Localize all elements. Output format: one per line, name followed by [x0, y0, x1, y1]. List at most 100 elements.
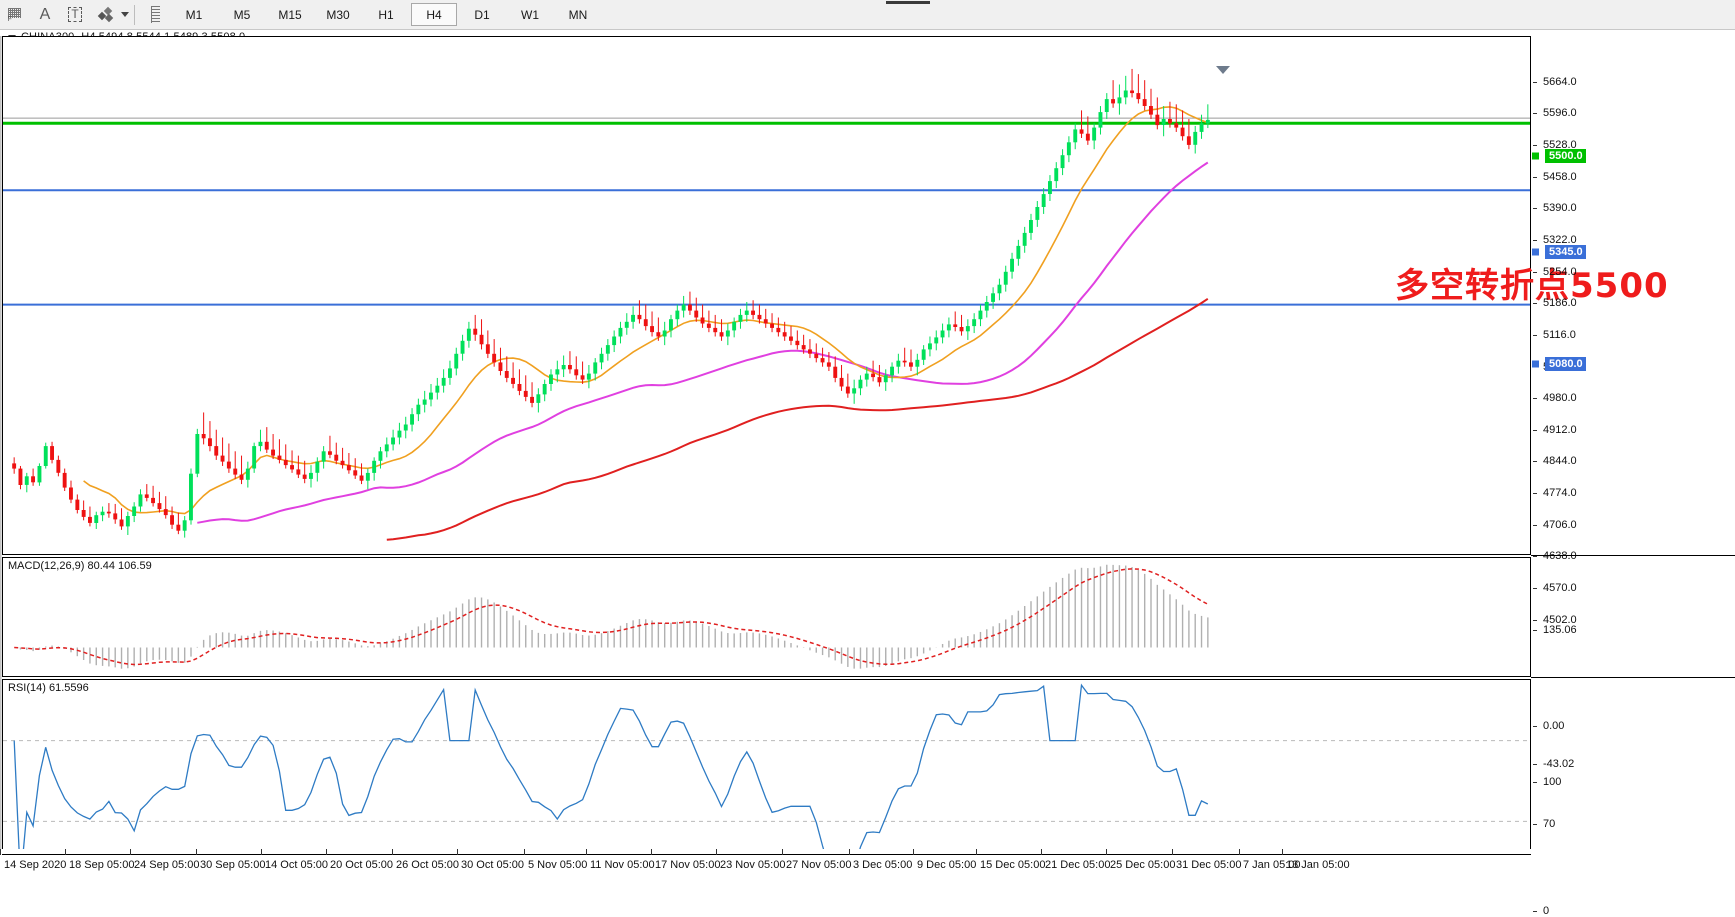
candle-body[interactable]	[618, 327, 623, 337]
candle-body[interactable]	[631, 314, 635, 322]
candle-body[interactable]	[441, 377, 446, 386]
candle-body[interactable]	[1060, 155, 1065, 169]
candle-body[interactable]	[119, 519, 124, 527]
candle-body[interactable]	[1174, 123, 1179, 128]
candle-body[interactable]	[1079, 129, 1084, 134]
candle-body[interactable]	[984, 302, 989, 311]
candle-body[interactable]	[688, 304, 692, 311]
candle-body[interactable]	[738, 314, 743, 322]
candle-body[interactable]	[435, 385, 440, 393]
candle-body[interactable]	[37, 466, 42, 483]
candle-body[interactable]	[328, 451, 332, 455]
candle-body[interactable]	[896, 360, 901, 367]
candle-body[interactable]	[902, 360, 907, 363]
candle-body[interactable]	[694, 310, 699, 318]
timeframe-mn[interactable]: MN	[568, 7, 588, 22]
candle-body[interactable]	[1205, 119, 1210, 124]
candle-body[interactable]	[429, 392, 433, 400]
candle-body[interactable]	[700, 317, 705, 324]
candle-body[interactable]	[132, 506, 137, 517]
candle-body[interactable]	[883, 375, 888, 383]
candle-body[interactable]	[574, 369, 579, 376]
candle-body[interactable]	[473, 328, 478, 335]
candle-body[interactable]	[296, 469, 301, 475]
candle-body[interactable]	[18, 468, 23, 485]
candle-body[interactable]	[346, 465, 351, 471]
candle-body[interactable]	[1085, 133, 1090, 141]
candle-body[interactable]	[542, 384, 547, 395]
objects-dropdown-caret-icon[interactable]	[121, 12, 129, 17]
timeframe-m5[interactable]: M5	[233, 7, 251, 22]
candle-body[interactable]	[245, 468, 250, 480]
candle-body[interactable]	[959, 327, 964, 332]
candle-body[interactable]	[719, 332, 724, 337]
candle-body[interactable]	[151, 497, 155, 504]
candle-body[interactable]	[460, 340, 465, 354]
candle-body[interactable]	[1199, 123, 1204, 132]
candle-body[interactable]	[789, 336, 793, 341]
candle-body[interactable]	[485, 344, 490, 354]
candle-body[interactable]	[858, 379, 863, 389]
candle-body[interactable]	[757, 314, 762, 320]
candle-body[interactable]	[1136, 93, 1141, 100]
candle-body[interactable]	[1092, 127, 1097, 141]
candle-body[interactable]	[1029, 220, 1033, 233]
candle-body[interactable]	[555, 369, 560, 375]
candle-body[interactable]	[1186, 136, 1191, 145]
candle-body[interactable]	[1104, 99, 1109, 112]
price-level-badge[interactable]: 5345.0	[1545, 245, 1586, 259]
candle-body[interactable]	[808, 349, 812, 354]
candle-body[interactable]	[138, 494, 143, 507]
candle-body[interactable]	[302, 474, 307, 479]
candle-body[interactable]	[233, 468, 238, 475]
candle-body[interactable]	[915, 359, 920, 367]
candle-body[interactable]	[864, 373, 869, 380]
candle-body[interactable]	[1016, 245, 1021, 259]
candle-body[interactable]	[195, 434, 200, 474]
candle-body[interactable]	[801, 345, 806, 350]
candle-body[interactable]	[144, 494, 149, 498]
candle-body[interactable]	[315, 461, 320, 473]
candle-body[interactable]	[605, 345, 610, 354]
candle-body[interactable]	[1041, 194, 1046, 207]
candle-body[interactable]	[1098, 112, 1103, 128]
candle-body[interactable]	[69, 487, 73, 500]
timeframe-h1[interactable]: H1	[378, 7, 394, 22]
candle-body[interactable]	[580, 375, 585, 380]
candle-body[interactable]	[283, 459, 288, 466]
candle-body[interactable]	[624, 321, 629, 328]
candle-body[interactable]	[359, 475, 364, 481]
candle-body[interactable]	[751, 310, 755, 315]
timeframe-w1[interactable]: W1	[521, 7, 539, 22]
candle-body[interactable]	[24, 476, 29, 485]
candle-body[interactable]	[732, 321, 737, 331]
candle-body[interactable]	[125, 516, 130, 527]
price-line-handle[interactable]	[1531, 151, 1540, 161]
price-axis[interactable]: 5664.0 5596.0 5528.0 5458.0 5390.0 5322.0 5254…	[1531, 36, 1735, 917]
candle-body[interactable]	[157, 503, 162, 510]
candle-body[interactable]	[365, 472, 370, 481]
candle-body[interactable]	[226, 461, 231, 469]
candle-body[interactable]	[586, 373, 591, 380]
candle-body[interactable]	[934, 337, 939, 344]
candle-body[interactable]	[1161, 119, 1166, 125]
candle-body[interactable]	[1054, 168, 1059, 182]
candle-body[interactable]	[94, 515, 99, 523]
price-pane[interactable]	[2, 36, 1531, 555]
candle-body[interactable]	[656, 332, 661, 337]
candle-body[interactable]	[12, 463, 17, 469]
candle-body[interactable]	[612, 336, 617, 346]
candle-body[interactable]	[776, 327, 781, 333]
candle-body[interactable]	[770, 323, 774, 328]
candle-body[interactable]	[511, 377, 515, 384]
candle-body[interactable]	[479, 334, 484, 345]
price-line-handle[interactable]	[1531, 247, 1540, 257]
candle-body[interactable]	[106, 511, 111, 514]
candle-body[interactable]	[492, 353, 497, 363]
candle-body[interactable]	[744, 310, 749, 315]
candle-body[interactable]	[100, 511, 105, 516]
candle-body[interactable]	[833, 366, 838, 378]
candle-body[interactable]	[290, 465, 294, 470]
candle-body[interactable]	[176, 524, 181, 531]
timeframe-d1[interactable]: D1	[474, 7, 490, 22]
